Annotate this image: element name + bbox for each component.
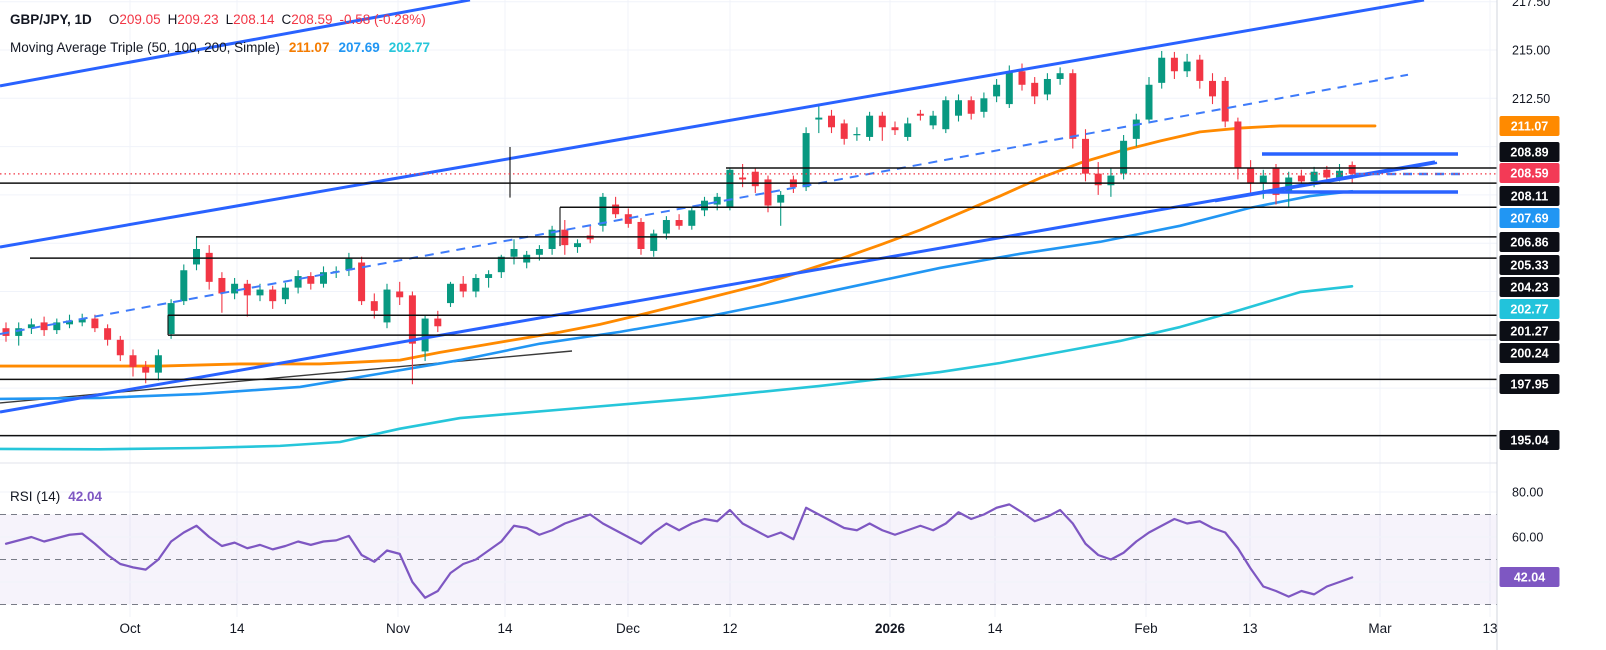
high-value: 209.23 [177,12,219,27]
svg-text:12: 12 [722,621,737,636]
ma50-value: 211.07 [288,40,330,55]
svg-text:208.11: 208.11 [1511,190,1549,204]
ma-layer [0,124,1377,451]
high-label: H [167,12,178,27]
ma-row: Moving Average Triple (50, 100, 200, Sim… [10,34,430,62]
svg-text:Nov: Nov [386,621,410,636]
close-value: 208.59 [291,12,333,27]
svg-text:14: 14 [497,621,513,636]
svg-text:13: 13 [1482,621,1497,636]
ma-indicator-title[interactable]: Moving Average Triple (50, 100, 200, Sim… [10,40,280,55]
rsi-title[interactable]: RSI (14) [10,489,61,504]
close-label: C [281,12,292,27]
svg-text:Oct: Oct [119,621,140,636]
dividers-layer [0,0,1498,650]
blue-trendlines-layer[interactable] [0,0,1462,414]
symbol-title[interactable]: GBP/JPY, 1D [10,12,92,27]
svg-text:206.86: 206.86 [1510,236,1548,250]
svg-text:217.50: 217.50 [1512,0,1550,9]
low-label: L [225,12,234,27]
svg-text:Mar: Mar [1368,621,1392,636]
ma200-value: 202.77 [388,40,431,55]
time-axis[interactable]: Oct 14 Nov 14 Dec 12 2026 14 Feb 13 Mar 13 [119,621,1497,636]
svg-text:208.59: 208.59 [1510,167,1548,181]
black-trendline-layer[interactable] [0,350,573,404]
candles-layer [2,50,1356,385]
svg-text:13: 13 [1242,621,1257,636]
svg-text:197.95: 197.95 [1510,378,1548,392]
svg-text:14: 14 [987,621,1003,636]
svg-text:211.07: 211.07 [1511,120,1549,134]
svg-text:42.04: 42.04 [1514,571,1545,585]
ma100-value: 207.69 [338,40,380,55]
svg-text:195.04: 195.04 [1510,434,1548,448]
symbol-legend: GBP/JPY, 1D O209.05 H209.23 L208.14 C208.59-… [10,6,430,62]
svg-text:205.33: 205.33 [1510,259,1548,273]
price-axis[interactable]: 217.50215.00212.50197.50211.07208.89208.… [1499,0,1560,587]
svg-text:14: 14 [229,621,245,636]
open-value: 209.05 [119,12,161,27]
rsi-plot-layer [0,503,1497,606]
svg-text:207.69: 207.69 [1510,212,1548,226]
svg-text:202.77: 202.77 [1510,303,1548,317]
change-value: -0.58 (-0.28%) [339,12,426,27]
low-value: 208.14 [233,12,275,27]
svg-text:204.23: 204.23 [1510,281,1548,295]
svg-text:200.24: 200.24 [1510,347,1548,361]
svg-text:201.27: 201.27 [1510,325,1548,339]
rsi-legend: RSI (14) 42.04 [10,489,102,504]
svg-text:212.50: 212.50 [1512,92,1550,106]
svg-text:60.00: 60.00 [1512,531,1543,545]
levels-layer[interactable] [0,146,1497,437]
svg-text:Dec: Dec [616,621,640,636]
rsi-band-layer [0,491,1497,605]
svg-text:215.00: 215.00 [1512,44,1550,58]
svg-text:80.00: 80.00 [1512,486,1543,500]
open-label: O [108,12,120,27]
svg-text:2026: 2026 [875,621,906,636]
svg-text:208.89: 208.89 [1510,146,1548,160]
ohlc-row: GBP/JPY, 1D O209.05 H209.23 L208.14 C208.59-… [10,6,430,34]
svg-text:Feb: Feb [1134,621,1157,636]
rsi-value: 42.04 [68,489,103,504]
